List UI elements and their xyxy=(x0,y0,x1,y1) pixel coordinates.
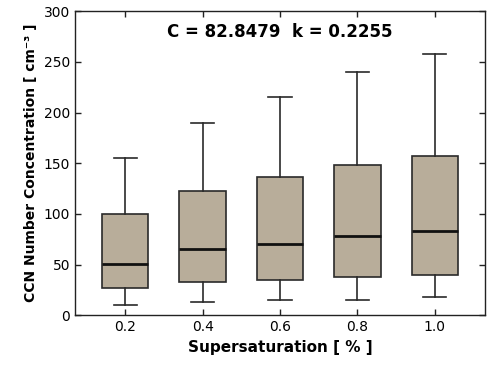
PathPatch shape xyxy=(180,191,226,282)
PathPatch shape xyxy=(412,156,458,275)
X-axis label: Supersaturation [ % ]: Supersaturation [ % ] xyxy=(188,340,372,355)
Y-axis label: CCN Number Concentration [ cm⁻³ ]: CCN Number Concentration [ cm⁻³ ] xyxy=(24,24,38,302)
PathPatch shape xyxy=(102,214,148,288)
Text: C = 82.8479  k = 0.2255: C = 82.8479 k = 0.2255 xyxy=(167,23,393,41)
PathPatch shape xyxy=(257,177,303,280)
PathPatch shape xyxy=(334,165,380,277)
